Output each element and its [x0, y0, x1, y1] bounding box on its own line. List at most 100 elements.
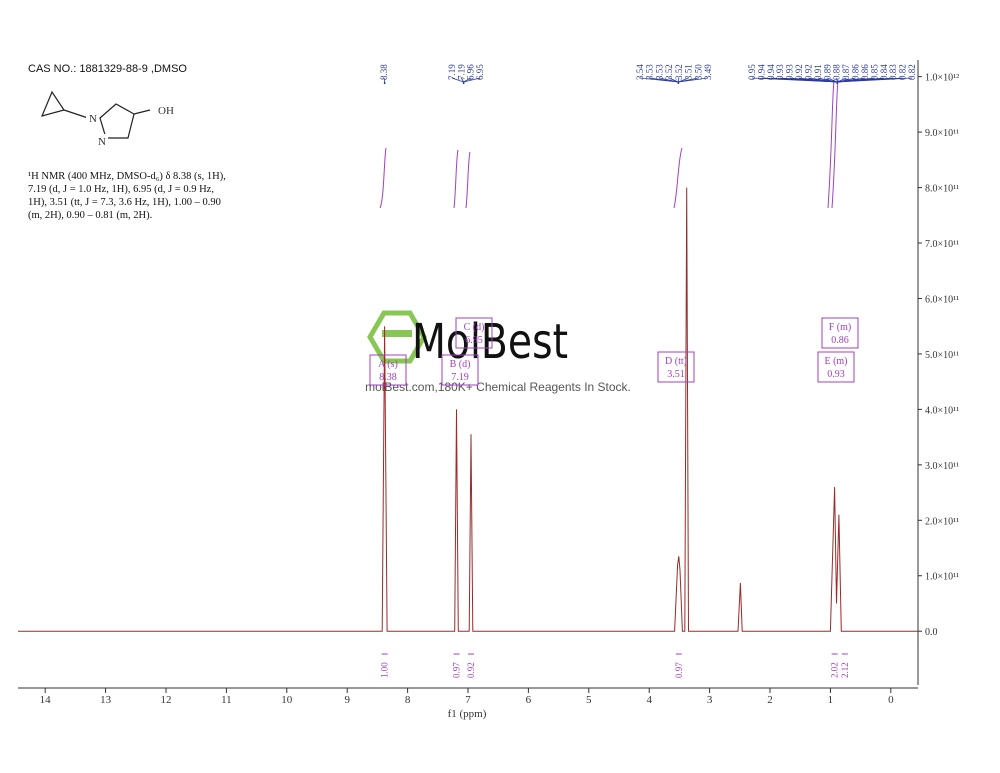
multiplet-name: F (m)	[829, 322, 852, 333]
multiplet-name: E (m)	[824, 356, 847, 367]
peak-label: 3.52	[674, 64, 684, 80]
peak-label: 3.52	[664, 64, 674, 80]
nmr-description: ¹H NMR (400 MHz, DMSO-d₆) δ 8.38 (s, 1H)…	[28, 171, 226, 221]
multiplet-box	[455, 317, 493, 349]
multiplet-shift: 0.86	[831, 335, 849, 346]
peak-label: 3.53	[654, 64, 664, 80]
peak-label: 0.83	[888, 64, 898, 80]
atom-label: N	[98, 136, 106, 148]
peak-label: 3.49	[703, 64, 713, 80]
peak-connector	[836, 77, 838, 83]
x-tick-label: 11	[221, 694, 232, 706]
peak-connector	[827, 77, 838, 83]
peak-connector	[463, 77, 481, 83]
peak-label: 0.86	[851, 64, 861, 80]
x-tick-label: 2	[767, 694, 773, 706]
integral-label: 0.97	[452, 662, 462, 678]
y-tick-label: 9.0×10¹¹	[925, 128, 959, 139]
integral-label: 0.97	[674, 662, 684, 678]
peak-label: 0.91	[813, 64, 823, 80]
multiplet-box	[821, 317, 859, 349]
integral-curves	[379, 79, 839, 209]
peak-label: 0.88	[832, 64, 842, 80]
multiplet-box	[817, 351, 855, 383]
y-tick-label: 4.0×10¹¹	[925, 405, 959, 416]
multiplet-shift: 6.95	[465, 335, 483, 346]
multiplet-name: D (tt)	[665, 356, 687, 367]
peak-label: 7.19	[456, 64, 466, 80]
peak-connector	[451, 77, 464, 83]
peak-label: 3.51	[684, 64, 694, 80]
integral-label: 2.02	[830, 662, 840, 678]
atom-label: OH	[158, 105, 174, 117]
y-tick-label: 6.0×10¹¹	[925, 294, 959, 305]
multiplet-box	[657, 351, 695, 383]
peak-connector	[668, 77, 679, 83]
x-tick-label: 8	[405, 694, 411, 706]
peak-connector	[817, 77, 838, 83]
multiplet-name: A (s)	[378, 359, 398, 370]
peak-label: 0.92	[803, 64, 813, 80]
y-tick-label: 2.0×10¹¹	[925, 516, 959, 527]
multiplet-box	[441, 354, 479, 386]
multiplet-name: B (d)	[450, 359, 471, 370]
x-tick-label: 6	[526, 694, 532, 706]
peak-label: 6.95	[475, 64, 485, 80]
x-tick-label: 7	[465, 694, 471, 706]
integral-label: 2.12	[840, 662, 850, 678]
multiplet-box	[369, 354, 407, 386]
tagline: molBest.com,180K+ Chemical Reagents In S…	[365, 380, 631, 394]
y-tick-label: 1.0×10¹¹	[925, 572, 959, 583]
x-tick-label: 13	[100, 694, 112, 706]
x-tick-label: 10	[281, 694, 293, 706]
y-tick-label: 8.0×10¹¹	[925, 184, 959, 195]
brand: MolBest	[412, 314, 568, 370]
peak-label: 6.96	[466, 64, 476, 80]
peak-label: 0.86	[860, 64, 870, 80]
peak-connector	[677, 77, 680, 83]
integral-label: 0.92	[466, 662, 476, 678]
y-tick-label: 1.0×10¹²	[925, 73, 959, 84]
peak-label: 0.93	[785, 64, 795, 80]
peak-label: 0.89	[822, 64, 832, 80]
peak-label: 3.53	[645, 64, 655, 80]
peak-label: 0.92	[794, 64, 804, 80]
peak-connector	[383, 77, 386, 83]
y-tick-label: 3.0×10¹¹	[925, 461, 959, 472]
x-tick-label: 1	[828, 694, 834, 706]
integral-label: 1.00	[380, 662, 390, 678]
y-tick-label: 0.0	[925, 627, 938, 638]
x-tick-label: 14	[40, 694, 52, 706]
peak-label: 0.93	[775, 64, 785, 80]
peak-label: 0.82	[898, 64, 908, 80]
x-tick-label: 5	[586, 694, 592, 706]
peak-label: 0.94	[756, 64, 766, 80]
peak-label: 0.84	[879, 64, 889, 80]
x-tick-label: 3	[707, 694, 713, 706]
peak-connector	[460, 77, 464, 83]
spectrum-line	[18, 187, 918, 632]
y-tick-label: 5.0×10¹¹	[925, 350, 959, 361]
x-tick-label: 9	[344, 694, 350, 706]
peak-label: 0.87	[841, 64, 851, 80]
peak-label: 0.85	[869, 64, 879, 80]
peak-label: 0.94	[766, 64, 776, 80]
multiplet-shift: 7.19	[451, 372, 469, 383]
y-tick-label: 7.0×10¹¹	[925, 239, 959, 250]
atom-bg	[96, 134, 108, 146]
peak-label: 3.54	[635, 64, 645, 80]
atom-label: N	[89, 113, 97, 125]
cas-number: CAS NO.: 1881329-88-9 ,DMSO	[28, 63, 187, 75]
atom-bg	[86, 112, 98, 124]
peak-label: 0.82	[907, 64, 917, 80]
multiplet-shift: 8.38	[379, 372, 397, 383]
peak-label: 7.19	[447, 64, 457, 80]
x-tick-label: 12	[160, 694, 171, 706]
multiplet-name: C (d)	[464, 322, 485, 333]
peak-connector	[659, 77, 679, 83]
peak-connector	[837, 77, 913, 83]
peak-connector	[678, 77, 709, 83]
peak-label: 0.95	[747, 64, 757, 80]
